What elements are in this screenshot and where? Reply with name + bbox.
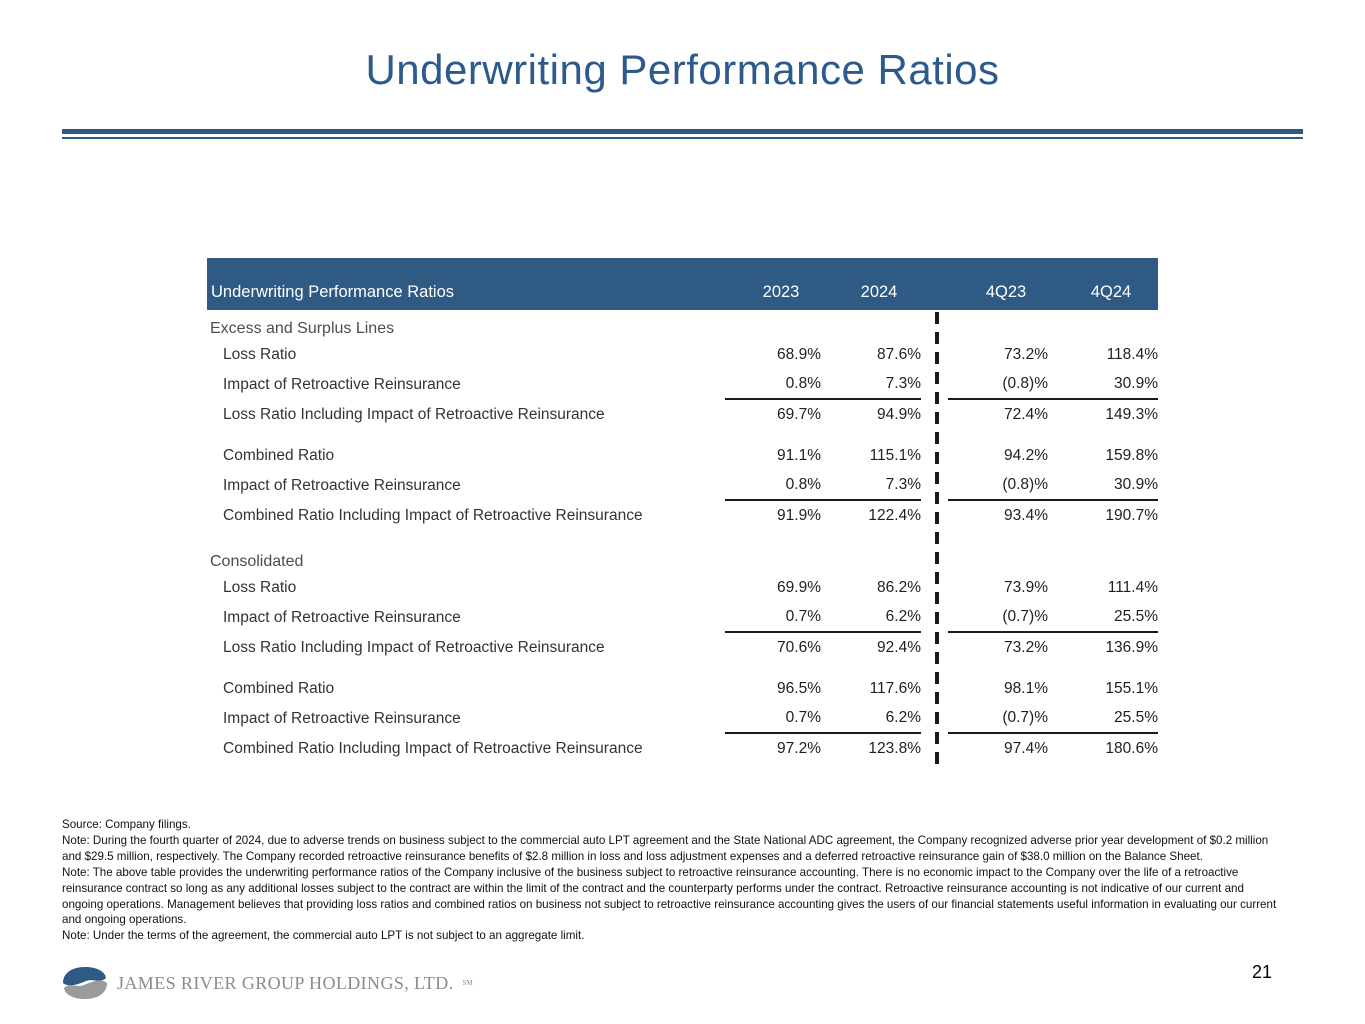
ratio-value: 0.8% bbox=[725, 370, 821, 400]
ratio-value: 68.9% bbox=[777, 346, 821, 363]
ratio-value: 6.2% bbox=[821, 603, 921, 633]
column-header-4q23: 4Q23 bbox=[985, 283, 1027, 301]
ratio-value: 118.4% bbox=[1106, 346, 1158, 363]
company-logo: JAMES RIVER GROUP HOLDINGS, LTD. SM bbox=[62, 966, 473, 1000]
ratio-value: 73.9% bbox=[1004, 579, 1048, 596]
ratio-value: 0.7% bbox=[725, 603, 821, 633]
annual-quarterly-dashed-divider bbox=[935, 312, 939, 764]
ratio-value: 0.7% bbox=[725, 704, 821, 734]
ratio-value: 96.5% bbox=[777, 680, 821, 697]
ratio-value: (0.8)% bbox=[948, 471, 1048, 501]
ratio-value: (0.8)% bbox=[948, 370, 1048, 400]
ratio-value: 98.1% bbox=[1004, 680, 1048, 697]
table-header-row: Underwriting Performance Ratios 2023 202… bbox=[207, 258, 1158, 310]
ratio-value: (0.7)% bbox=[948, 704, 1048, 734]
ratio-value: 94.2% bbox=[1004, 447, 1048, 464]
ratio-value: (0.7)% bbox=[948, 603, 1048, 633]
row-label: Loss Ratio Including Impact of Retroacti… bbox=[223, 406, 605, 423]
row-label: Impact of Retroactive Reinsurance bbox=[223, 376, 461, 393]
row-label: Loss Ratio bbox=[223, 579, 297, 596]
column-header-4q24: 4Q24 bbox=[1090, 283, 1132, 301]
ratio-value: 69.7% bbox=[777, 406, 821, 423]
footnote-line: Source: Company filings. bbox=[62, 818, 191, 831]
table-body: Excess and Surplus Lines Loss Ratio 68.9% 8… bbox=[207, 318, 1158, 764]
table-row: Loss Ratio 69.9% 86.2% 73.9% 111.4% bbox=[207, 573, 1158, 603]
underwriting-ratios-table: Underwriting Performance Ratios 2023 202… bbox=[207, 258, 1158, 764]
service-mark: SM bbox=[462, 979, 473, 987]
table-row: Impact of Retroactive Reinsurance 0.8% 7.3… bbox=[207, 471, 1158, 501]
ratio-value: 7.3% bbox=[821, 471, 921, 501]
table-row: Combined Ratio 91.1% 115.1% 94.2% 159.8% bbox=[207, 441, 1158, 471]
ratio-value: 111.4% bbox=[1107, 579, 1158, 596]
ratio-value: 180.6% bbox=[1105, 740, 1158, 757]
divider-thick-line bbox=[62, 129, 1303, 134]
divider-thin-line bbox=[62, 137, 1303, 139]
ratio-value: 190.7% bbox=[1105, 507, 1158, 524]
ratio-value: 123.8% bbox=[868, 740, 921, 757]
section-header: Excess and Surplus Lines bbox=[210, 320, 395, 337]
row-label: Impact of Retroactive Reinsurance bbox=[223, 477, 461, 494]
footnote-line: Note: Under the terms of the agreement, … bbox=[62, 929, 585, 943]
company-name: JAMES RIVER GROUP HOLDINGS, LTD. bbox=[117, 972, 454, 993]
table-row: Impact of Retroactive Reinsurance 0.7% 6.2… bbox=[207, 704, 1158, 734]
table-row: Impact of Retroactive Reinsurance 0.8% 7.3… bbox=[207, 370, 1158, 400]
ratio-value: 30.9% bbox=[1048, 370, 1158, 400]
ratio-value: 0.8% bbox=[725, 471, 821, 501]
title-divider bbox=[62, 129, 1303, 139]
ratio-value: 92.4% bbox=[877, 639, 921, 656]
section-header: Consolidated bbox=[210, 553, 304, 570]
table-row: Combined Ratio 96.5% 117.6% 98.1% 155.1% bbox=[207, 674, 1158, 704]
page-title: Underwriting Performance Ratios bbox=[365, 46, 1000, 93]
row-label: Impact of Retroactive Reinsurance bbox=[223, 710, 461, 727]
ratio-value: 91.1% bbox=[777, 447, 821, 464]
ratio-value: 86.2% bbox=[877, 579, 921, 596]
footnote-line: Note: During the fourth quarter of 2024,… bbox=[62, 833, 1269, 863]
table-row: Loss Ratio Including Impact of Retroacti… bbox=[207, 633, 1158, 663]
table-row: Loss Ratio Including Impact of Retroacti… bbox=[207, 400, 1158, 430]
table-row: Combined Ratio Including Impact of Retro… bbox=[207, 734, 1158, 764]
ratio-value: 30.9% bbox=[1048, 471, 1158, 501]
ratio-value: 159.8% bbox=[1105, 447, 1158, 464]
ratio-value: 155.1% bbox=[1105, 680, 1158, 697]
table-row: Combined Ratio Including Impact of Retro… bbox=[207, 501, 1158, 531]
row-label: Loss Ratio bbox=[223, 346, 297, 363]
ratio-value: 91.9% bbox=[777, 507, 821, 524]
footnotes: Source: Company filings. Note: During the… bbox=[62, 817, 1284, 944]
ratio-value: 117.6% bbox=[869, 680, 921, 697]
column-header-2024: 2024 bbox=[860, 283, 898, 301]
column-spacer bbox=[921, 258, 948, 302]
table-row: Loss Ratio 68.9% 87.6% 73.2% 118.4% bbox=[207, 340, 1158, 370]
row-label: Combined Ratio Including Impact of Retro… bbox=[223, 507, 643, 524]
ratio-value: 69.9% bbox=[777, 579, 821, 596]
ratio-value: 97.4% bbox=[1004, 740, 1048, 757]
ratio-value: 115.1% bbox=[869, 447, 921, 464]
column-header-2023: 2023 bbox=[762, 283, 800, 301]
row-label: Impact of Retroactive Reinsurance bbox=[223, 609, 461, 626]
ratio-value: 94.9% bbox=[877, 406, 921, 423]
table-row: Impact of Retroactive Reinsurance 0.7% 6.2… bbox=[207, 603, 1158, 633]
ratio-value: 122.4% bbox=[868, 507, 921, 524]
ratio-value: 136.9% bbox=[1105, 639, 1158, 656]
row-label: Combined Ratio bbox=[223, 680, 335, 697]
ratio-value: 93.4% bbox=[1004, 507, 1048, 524]
ratio-value: 87.6% bbox=[877, 346, 921, 363]
ratio-value: 73.2% bbox=[1004, 639, 1048, 656]
row-label: Combined Ratio Including Impact of Retro… bbox=[223, 740, 643, 757]
james-river-wave-icon bbox=[63, 967, 107, 999]
row-label: Loss Ratio Including Impact of Retroacti… bbox=[223, 639, 605, 656]
ratio-value: 149.3% bbox=[1105, 406, 1158, 423]
ratio-value: 6.2% bbox=[821, 704, 921, 734]
ratio-value: 97.2% bbox=[777, 740, 821, 757]
footnote-line: Note: The above table provides the under… bbox=[62, 865, 1277, 927]
ratio-value: 25.5% bbox=[1048, 704, 1158, 734]
ratio-value: 7.3% bbox=[821, 370, 921, 400]
table-header-title: Underwriting Performance Ratios bbox=[211, 283, 455, 301]
ratio-value: 73.2% bbox=[1004, 346, 1048, 363]
ratio-value: 70.6% bbox=[777, 639, 821, 656]
ratio-value: 25.5% bbox=[1048, 603, 1158, 633]
row-label: Combined Ratio bbox=[223, 447, 335, 464]
ratio-value: 72.4% bbox=[1004, 406, 1048, 423]
page-number: 21 bbox=[1252, 962, 1273, 982]
